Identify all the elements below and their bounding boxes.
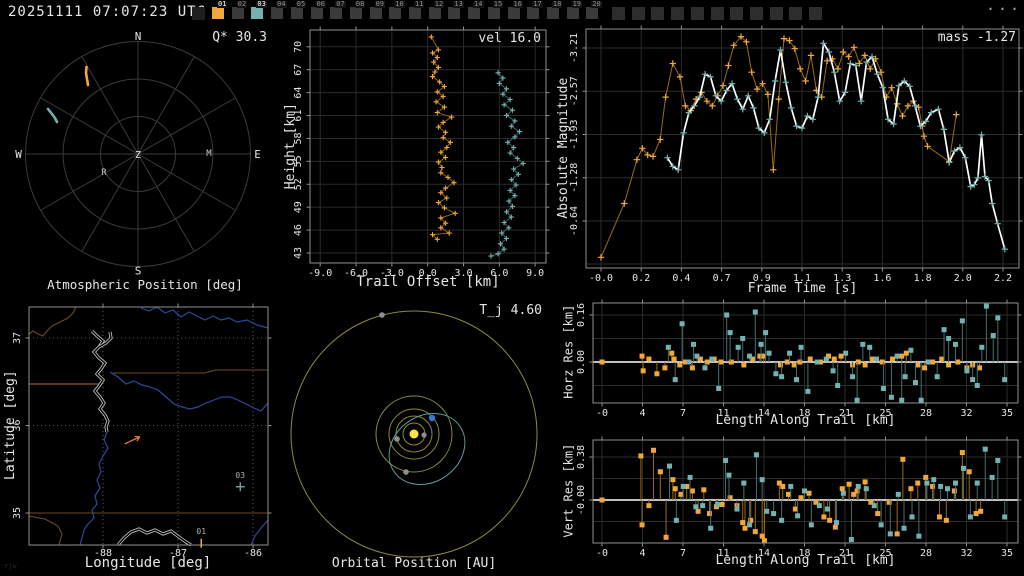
svg-text:28: 28 — [920, 548, 932, 559]
atmospheric-plot: N E S W Z M R — [15, 30, 261, 278]
svg-text:-3.21: -3.21 — [569, 33, 580, 63]
svg-text:70: 70 — [293, 41, 304, 53]
svg-text:-0.00: -0.00 — [576, 485, 587, 515]
lightcurve-xlabel: Frame Time [s] — [700, 282, 905, 296]
svg-text:W: W — [15, 148, 22, 161]
horz-res-plot: -04711141821252832350.160.00 — [576, 300, 1022, 420]
svg-text:N: N — [135, 30, 142, 43]
svg-text:0.38: 0.38 — [576, 445, 587, 469]
body-mars — [403, 469, 409, 475]
svg-text:Z: Z — [135, 150, 141, 161]
orbital-plot — [291, 311, 537, 557]
svg-text:-0: -0 — [596, 408, 608, 419]
svg-text:37: 37 — [12, 332, 23, 344]
body-jupiter — [379, 312, 385, 318]
svg-text:35: 35 — [1001, 408, 1013, 419]
atmospheric-panel-title: Q* 30.3 — [205, 31, 267, 45]
svg-text:32: 32 — [960, 548, 972, 559]
body-venus — [394, 436, 400, 442]
svg-text:2.2: 2.2 — [994, 273, 1012, 284]
svg-text:7: 7 — [680, 548, 686, 559]
svg-text:4: 4 — [639, 408, 645, 419]
lightcurve-ylabel: Absolute Magnitude — [557, 68, 571, 228]
svg-text:M: M — [206, 149, 212, 159]
svg-text:43: 43 — [293, 247, 304, 259]
svg-text:S: S — [135, 265, 142, 278]
svg-text:0.2: 0.2 — [632, 273, 650, 284]
trail-ylabel: Height [km] — [284, 86, 298, 206]
trail-panel-title: vel 16.0 — [420, 32, 541, 46]
svg-text:03: 03 — [235, 471, 245, 480]
lightcurve-panel-title: mass -1.27 — [878, 31, 1016, 45]
svg-text:E: E — [254, 148, 261, 161]
map-station-03: 03 — [235, 471, 245, 492]
light-curve-plot: -0.00.20.40.70.91.11.31.61.82.02.2-3.21-… — [569, 26, 1023, 285]
svg-text:67: 67 — [293, 64, 304, 76]
svg-text:R: R — [101, 168, 107, 178]
orbital-xlabel: Orbital Position [AU] — [314, 557, 514, 571]
svg-text:01: 01 — [196, 527, 206, 536]
svg-text:4: 4 — [639, 548, 645, 559]
svg-text:9.0: 9.0 — [526, 268, 544, 279]
trail-offset-plot: -9.0-6.0-3.00.03.06.09.04346495255586164… — [293, 27, 550, 280]
body-mercury — [421, 432, 426, 437]
svg-text:35: 35 — [1001, 548, 1013, 559]
body-sun — [410, 430, 419, 439]
svg-text:32: 32 — [960, 408, 972, 419]
svg-text:0.16: 0.16 — [576, 303, 587, 327]
trail-xlabel: Trail Offset [km] — [328, 275, 528, 290]
horz-res-ylabel: Horz Res [km] — [562, 296, 575, 408]
svg-text:46: 46 — [293, 224, 304, 236]
vert-res-xlabel: Length Along Trail [km] — [703, 554, 908, 568]
horz-res-xlabel: Length Along Trail [km] — [703, 414, 908, 428]
map-xlabel: Longitude [deg] — [48, 556, 248, 571]
svg-text:28: 28 — [920, 408, 932, 419]
trajectory-arrow — [125, 436, 140, 444]
svg-text:0.00: 0.00 — [576, 350, 587, 374]
svg-text:35: 35 — [12, 507, 23, 519]
meteor-analysis-app: 20251111 07:07:23 UTC 010203040506070809… — [0, 0, 1024, 576]
svg-text:-0.0: -0.0 — [589, 273, 613, 284]
orbital-panel-title: T_j 4.60 — [420, 304, 542, 318]
svg-text:2.0: 2.0 — [954, 273, 972, 284]
watermark: rjw — [4, 563, 17, 571]
map-ylabel: Latitude [deg] — [4, 365, 18, 485]
vert-res-ylabel: Vert Res [km] — [562, 435, 575, 547]
vert-res-plot: -04711141821252832350.38-0.00 — [576, 437, 1022, 560]
svg-text:7: 7 — [680, 408, 686, 419]
svg-text:1.8: 1.8 — [914, 273, 932, 284]
svg-text:-0: -0 — [596, 548, 608, 559]
body-earth — [429, 415, 435, 421]
ground-map-plot: -88-87-86373635 — [12, 304, 272, 560]
svg-text:0.4: 0.4 — [672, 273, 690, 284]
atmospheric-xlabel: Atmospheric Position [deg] — [45, 278, 245, 292]
